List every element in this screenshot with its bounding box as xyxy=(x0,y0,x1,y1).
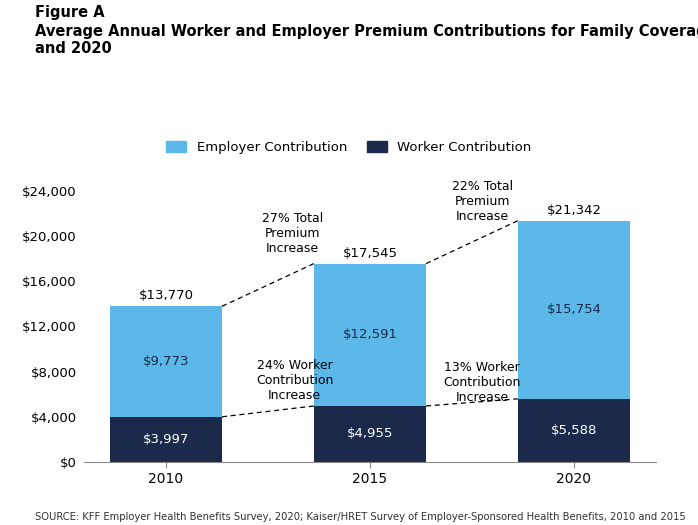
Text: 24% Worker
Contribution
Increase: 24% Worker Contribution Increase xyxy=(255,359,333,402)
Text: $17,545: $17,545 xyxy=(343,247,397,260)
Legend: Employer Contribution, Worker Contribution: Employer Contribution, Worker Contributi… xyxy=(161,135,537,159)
Text: $4,955: $4,955 xyxy=(347,427,393,440)
Text: $13,770: $13,770 xyxy=(138,289,193,302)
Bar xyxy=(314,406,426,462)
Text: and 2020: and 2020 xyxy=(35,41,112,56)
Text: $15,754: $15,754 xyxy=(547,303,602,316)
Text: Figure A: Figure A xyxy=(35,5,105,20)
Text: 27% Total
Premium
Increase: 27% Total Premium Increase xyxy=(262,212,323,255)
Text: 22% Total
Premium
Increase: 22% Total Premium Increase xyxy=(452,181,513,224)
Text: Average Annual Worker and Employer Premium Contributions for Family Coverage, 20: Average Annual Worker and Employer Premi… xyxy=(35,24,698,39)
Text: $5,588: $5,588 xyxy=(551,424,597,437)
Bar xyxy=(518,399,630,462)
Bar xyxy=(110,417,222,462)
Bar xyxy=(518,220,630,399)
Text: $12,591: $12,591 xyxy=(343,328,397,341)
Text: $3,997: $3,997 xyxy=(142,433,189,446)
Text: $21,342: $21,342 xyxy=(547,204,602,217)
Text: SOURCE: KFF Employer Health Benefits Survey, 2020; Kaiser/HRET Survey of Employe: SOURCE: KFF Employer Health Benefits Sur… xyxy=(35,512,685,522)
Bar xyxy=(110,306,222,417)
Text: 13% Worker
Contribution
Increase: 13% Worker Contribution Increase xyxy=(443,361,521,404)
Bar xyxy=(314,264,426,406)
Text: $9,773: $9,773 xyxy=(142,355,189,368)
